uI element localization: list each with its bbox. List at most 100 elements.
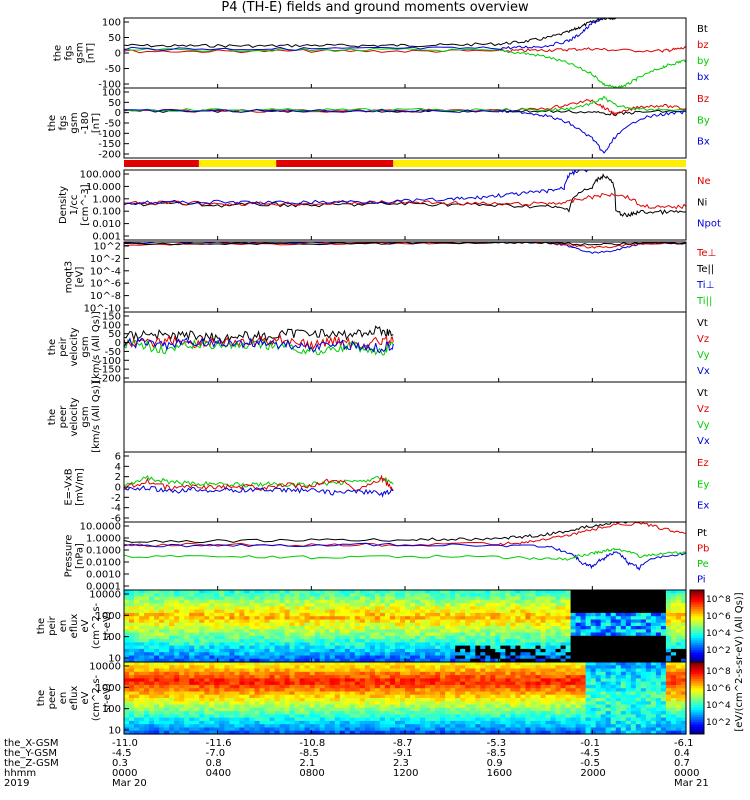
heatmap-cell: [580, 629, 587, 634]
heatmap-cell: [349, 590, 356, 594]
heatmap-cell: [425, 665, 431, 670]
heatmap-cell: [625, 691, 632, 696]
heatmap-cell: [164, 596, 170, 601]
heatmap-cell: [349, 665, 356, 670]
heatmap-cell: [389, 616, 396, 621]
heatmap-cell: [254, 596, 261, 601]
heatmap-cell: [284, 698, 291, 702]
heatmap-cell: [189, 675, 195, 679]
heatmap-cell: [154, 694, 160, 699]
heatmap-cell: [229, 609, 235, 614]
heatmap-cell: [379, 626, 386, 630]
heatmap-cell: [209, 688, 215, 693]
heatmap-cell: [465, 639, 471, 643]
heatmap-cell: [480, 606, 486, 611]
heatmap-cell: [555, 596, 562, 601]
heatmap-cell: [269, 711, 276, 715]
heatmap-cell: [540, 632, 547, 637]
heatmap-cell: [595, 590, 602, 594]
heatmap-cell: [540, 655, 547, 660]
heatmap-cell: [525, 606, 531, 611]
heatmap-cell: [254, 707, 261, 712]
heatmap-cell: [510, 616, 516, 621]
heatmap-cell: [495, 671, 501, 676]
heatmap-cell: [655, 590, 662, 594]
heatmap-cell: [234, 698, 240, 702]
heatmap-cell: [410, 678, 416, 683]
heatmap-cell: [139, 639, 145, 643]
heatmap-cell: [389, 593, 396, 598]
heatmap-cell: [289, 665, 296, 670]
heatmap-cell: [610, 655, 617, 660]
heatmap-cell: [440, 671, 446, 676]
heatmap-cell: [605, 632, 612, 637]
heatmap-cell: [294, 684, 301, 689]
heatmap-cell: [615, 622, 622, 627]
heatmap-cell: [615, 642, 622, 647]
heatmap-cell: [575, 645, 582, 650]
heatmap-cell: [415, 704, 421, 709]
heatmap-cell: [284, 596, 291, 601]
heatmap-cell: [465, 662, 471, 666]
heatmap-cell: [369, 727, 376, 732]
heatmap-cell: [124, 665, 130, 670]
heatmap-cell: [585, 720, 592, 725]
heatmap-cell: [374, 652, 381, 657]
heatmap-cell: [540, 622, 547, 627]
heatmap-cell: [264, 645, 271, 650]
heatmap-cell: [304, 662, 311, 666]
heatmap-cell: [354, 691, 361, 696]
heatmap-cell: [615, 590, 622, 594]
heatmap-cell: [640, 678, 647, 683]
heatmap-cell: [515, 684, 521, 689]
heatmap-cell: [174, 671, 180, 676]
heatmap-cell: [650, 684, 657, 689]
heatmap-cell: [660, 658, 667, 663]
heatmap-cell: [420, 707, 426, 712]
heatmap-cell: [339, 675, 346, 679]
heatmap-cell: [460, 727, 466, 732]
heatmap-cell: [304, 612, 311, 617]
heatmap-cell: [284, 609, 291, 614]
heatmap-cell: [299, 698, 306, 702]
heatmap-cell: [600, 694, 607, 699]
heatmap-cell: [194, 652, 200, 657]
heatmap-cell: [234, 635, 240, 640]
heatmap-cell: [254, 691, 261, 696]
heatmap-cell: [379, 704, 386, 709]
heatmap-cell: [455, 691, 461, 696]
heatmap-cell: [545, 720, 552, 725]
heatmap-cell: [520, 599, 526, 604]
heatmap-cell: [430, 606, 436, 611]
heatmap-cell: [465, 724, 471, 729]
heatmap-cell: [169, 603, 175, 607]
heatmap-cell: [199, 626, 205, 630]
heatmap-cell: [590, 593, 597, 598]
heatmap-cell: [259, 616, 266, 621]
heatmap-cell: [635, 645, 642, 650]
heatmap-cell: [600, 698, 607, 702]
heatmap-cell: [470, 704, 476, 709]
y-tick-label: 10^-8: [90, 291, 121, 302]
heatmap-cell: [640, 691, 647, 696]
y-tick-label: 10^-2: [90, 254, 121, 265]
heatmap-cell: [299, 596, 306, 601]
heatmap-cell: [254, 645, 261, 650]
heatmap-cell: [234, 648, 240, 653]
heatmap-cell: [299, 720, 306, 725]
heatmap-cell: [269, 590, 276, 594]
heatmap-cell: [420, 701, 426, 706]
heatmap-cell: [204, 727, 210, 732]
heatmap-cell: [169, 662, 175, 666]
heatmap-cell: [164, 622, 170, 627]
heatmap-cell: [354, 717, 361, 722]
heatmap-cell: [405, 694, 411, 699]
heatmap-cell: [540, 616, 547, 621]
heatmap-cell: [485, 675, 491, 679]
heatmap-cell: [389, 720, 396, 725]
heatmap-cell: [314, 675, 321, 679]
heatmap-cell: [590, 596, 597, 601]
heatmap-cell: [450, 622, 456, 627]
heatmap-cell: [595, 599, 602, 604]
